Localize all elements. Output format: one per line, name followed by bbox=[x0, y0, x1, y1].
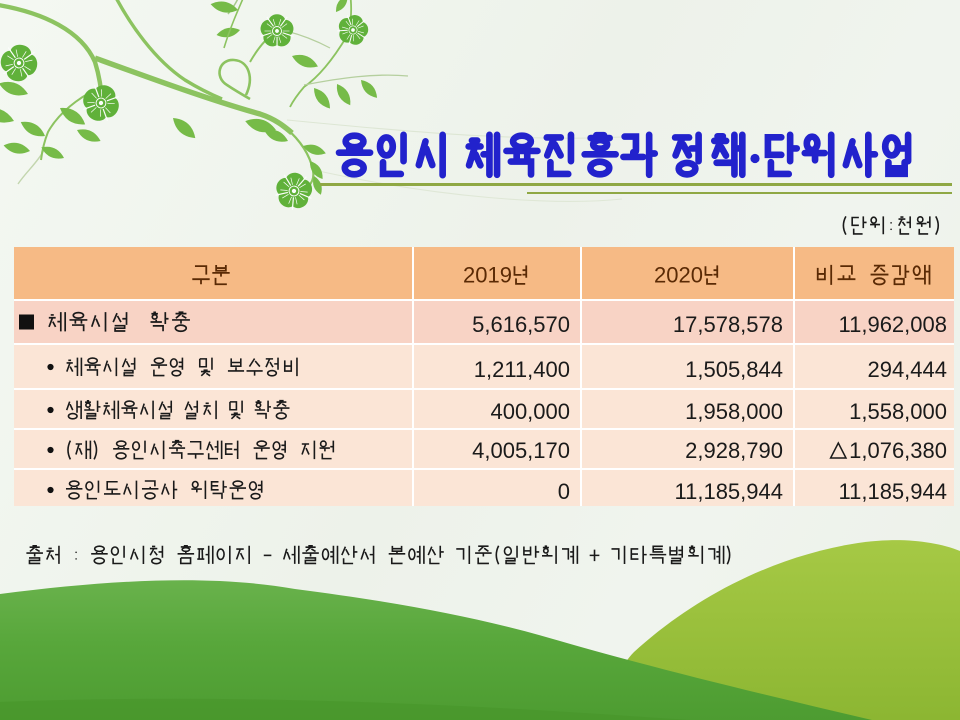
svg-text:2020: 2020 bbox=[654, 263, 703, 288]
svg-text:2019: 2019 bbox=[463, 263, 512, 288]
